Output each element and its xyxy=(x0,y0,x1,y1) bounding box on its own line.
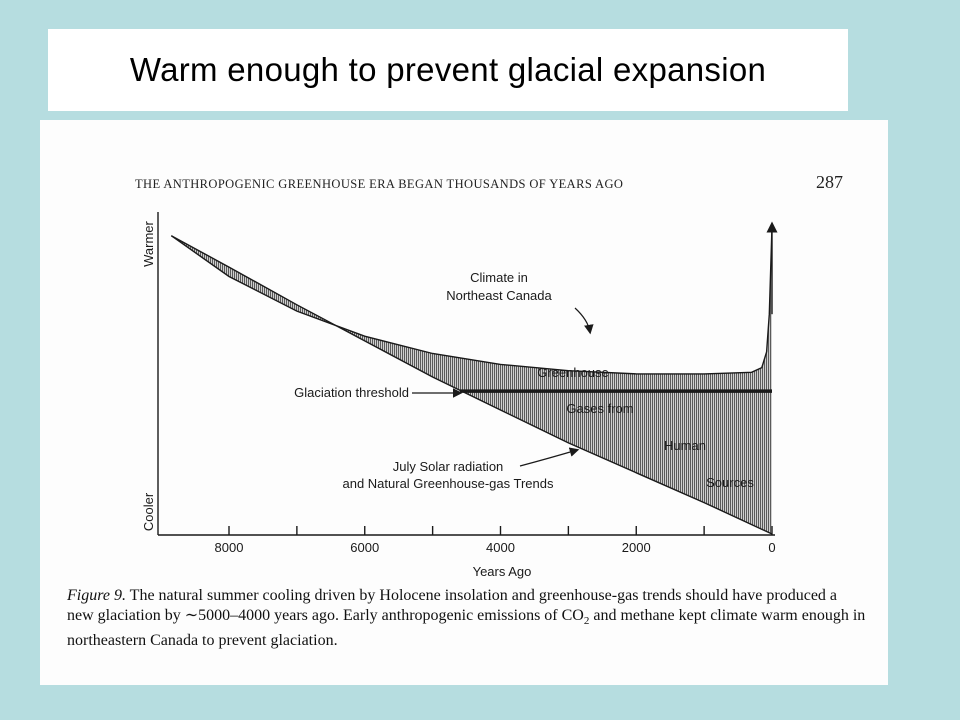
region-label: Greenhouse xyxy=(537,365,609,380)
annotation-climate-label: Northeast Canada xyxy=(446,288,552,303)
natural-trend-line xyxy=(170,235,773,535)
annotation-natural-arrow xyxy=(519,447,580,467)
x-tick-label: 8000 xyxy=(215,540,244,555)
climate-line xyxy=(170,226,773,375)
slide-title-box: Warm enough to prevent glacial expansion xyxy=(48,29,848,111)
region-label: Sources xyxy=(706,475,754,490)
page-number: 287 xyxy=(816,172,843,192)
figure-caption: Figure 9. The natural summer cooling dri… xyxy=(67,586,867,651)
region-label: Human xyxy=(664,438,706,453)
scanned-figure: THE ANTHROPOGENIC GREENHOUSE ERA BEGAN T… xyxy=(40,120,888,685)
x-tick-label: 2000 xyxy=(622,540,651,555)
x-tick-label: 0 xyxy=(768,540,775,555)
y-axis-label-cooler: Cooler xyxy=(141,492,156,531)
annotation-natural-label: and Natural Greenhouse-gas Trends xyxy=(342,476,554,491)
x-tick-label: 6000 xyxy=(350,540,379,555)
shaded-region xyxy=(171,226,773,535)
x-tick-label: 4000 xyxy=(486,540,515,555)
annotation-natural-label: July Solar radiation xyxy=(393,459,504,474)
x-axis-label: Years Ago xyxy=(473,564,532,579)
caption-text-1: The natural summer cooling driven by Hol… xyxy=(67,587,838,624)
chart: 8000 6000 4000 2000 0 Years Ago Warmer Cooler Gr… xyxy=(141,212,778,579)
caption-figure-label: Figure 9. xyxy=(67,587,126,604)
annotation-climate-arrow xyxy=(574,307,594,335)
annotation-climate-label: Climate in xyxy=(470,270,528,285)
caption-subscript: 2 xyxy=(583,615,590,628)
running-head: THE ANTHROPOGENIC GREENHOUSE ERA BEGAN T… xyxy=(135,177,624,191)
slide-title: Warm enough to prevent glacial expansion xyxy=(129,51,767,88)
caption-text-2: and methane kept climate warm enough in … xyxy=(67,607,866,650)
region-label: Gases from xyxy=(566,401,633,416)
annotation-threshold-label: Glaciation threshold xyxy=(294,385,409,400)
y-axis-label-warmer: Warmer xyxy=(141,220,156,266)
